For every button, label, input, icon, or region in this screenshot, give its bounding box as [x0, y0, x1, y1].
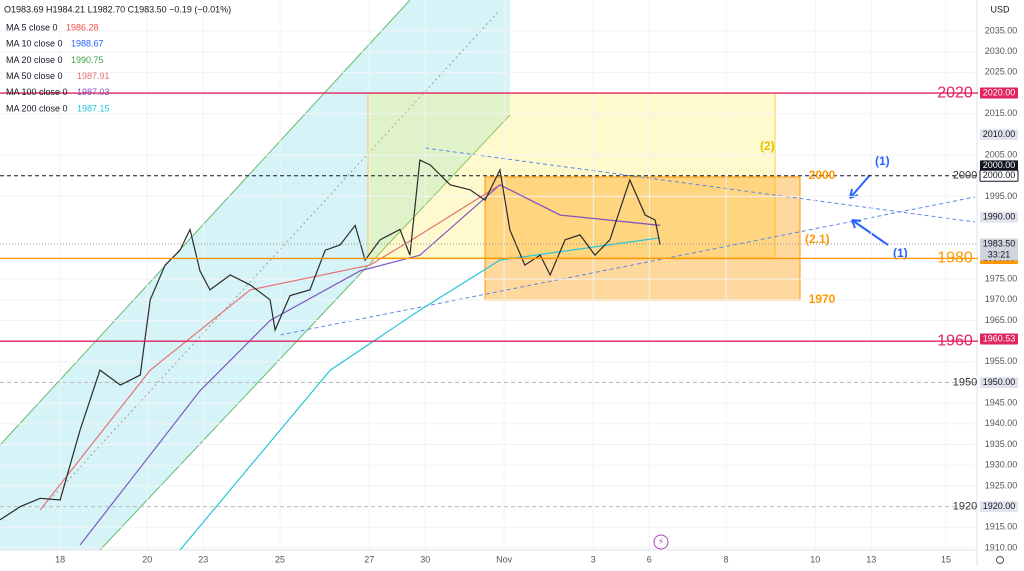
price-badge [980, 377, 1018, 389]
price-badge [980, 160, 1018, 172]
y-tick-label: 2030.00 [985, 46, 1018, 56]
channel-lower [99, 114, 511, 551]
y-tick-label: 1995.00 [985, 191, 1018, 201]
x-tick-label: 25 [275, 554, 285, 564]
currency[interactable]: USD [990, 4, 1010, 14]
box-label: 2000 [809, 168, 836, 182]
legend-value: 1987.91 [77, 71, 110, 81]
price-badge-label: 1960.53 [983, 333, 1016, 343]
x-tick-label: 8 [724, 554, 729, 564]
box-label: 1970 [809, 292, 836, 306]
countdown: 33:21 [988, 249, 1011, 259]
x-tick-label: 18 [55, 554, 65, 564]
wave-label: (1) [893, 246, 908, 260]
y-tick-label: 1970.00 [985, 294, 1018, 304]
channel-mid [49, 9, 501, 501]
y-tick-label: 1975.00 [985, 274, 1018, 284]
arrow [851, 219, 889, 246]
y-tick-label: 1955.00 [985, 356, 1018, 366]
settings-icon[interactable] [996, 556, 1004, 564]
y-tick-label: 1945.00 [985, 398, 1018, 408]
price-badge [980, 87, 1018, 99]
y-tick-label: 2035.00 [985, 25, 1018, 35]
legend-value: 1986.28 [66, 22, 99, 32]
legend-value: 1990.75 [71, 55, 104, 65]
price-badge [980, 501, 1018, 513]
x-tick-label: 10 [810, 554, 820, 564]
countdown-bg [980, 249, 1018, 261]
y-tick-label: 1910.00 [985, 542, 1018, 552]
event-icon[interactable]: ⚡ [658, 536, 664, 546]
ohlc-header: O1983.69 H1984.21 L1982.70 C1983.50 −0.1… [4, 4, 231, 14]
axis-note: 1920 [953, 500, 977, 512]
ma-line [179, 237, 661, 551]
box-orange [484, 176, 801, 301]
legend-name: MA 50 close 0 [6, 71, 63, 81]
legend-name: MA 200 close 0 [6, 103, 68, 113]
channel-upper [0, 0, 411, 446]
x-tick-label: 15 [941, 554, 951, 564]
price-badge-label: 2010.00 [983, 129, 1016, 139]
arrow [849, 174, 871, 199]
price-badge-label: 1920.00 [983, 501, 1016, 511]
y-tick-label: 1915.00 [985, 522, 1018, 532]
wave-label: (2) [760, 139, 775, 153]
legend-value: 1987.15 [77, 103, 110, 113]
axis-note: 1950 [953, 376, 977, 388]
level-label: 2020 [937, 84, 973, 101]
price-badge [980, 211, 1018, 223]
y-tick-label: 1935.00 [985, 439, 1018, 449]
trendline [424, 147, 976, 223]
y-tick-label: 1940.00 [985, 418, 1018, 428]
y-tick-label: 2005.00 [985, 149, 1018, 159]
plot-layer [0, 0, 978, 551]
level-label: 1980 [937, 250, 973, 267]
price-badge [979, 169, 1019, 182]
y-tick-label: 1930.00 [985, 460, 1018, 470]
x-tick-label: 20 [142, 554, 152, 564]
legend-name: MA 5 close 0 [6, 22, 58, 32]
ma-line [79, 184, 661, 546]
y-tick-label: 2015.00 [985, 108, 1018, 118]
price-badge-label: 1950.00 [983, 377, 1016, 387]
x-tick-label: 13 [866, 554, 876, 564]
level-label: 1960 [937, 332, 973, 349]
event-icon[interactable] [653, 534, 669, 550]
legend-name: MA 10 close 0 [6, 39, 63, 49]
legend-value: 1988.67 [71, 39, 104, 49]
price-badge-label: 2000.00 [983, 160, 1016, 170]
wave-label: (1) [875, 154, 890, 168]
wave-label: (2.1) [805, 232, 830, 246]
price-badge [980, 333, 1018, 345]
price-badge-label: 2000.00 [983, 170, 1016, 180]
legend-name: MA 20 close 0 [6, 55, 63, 65]
y-tick-label: 2025.00 [985, 67, 1018, 77]
x-tick-label: Nov [496, 554, 513, 564]
x-tick-label: 23 [198, 554, 208, 564]
axis-note: 2000 [953, 170, 977, 182]
price-badge [980, 238, 1018, 250]
x-tick-label: 3 [591, 554, 596, 564]
legend-value: 1987.03 [77, 87, 110, 97]
x-tick-label: 30 [420, 554, 430, 564]
legend-name: MA 100 close 0 [6, 87, 68, 97]
price-badge [980, 128, 1018, 140]
price-badge-label: 1983.50 [983, 238, 1016, 248]
x-tick-label: 27 [364, 554, 374, 564]
price-badge-label: 2020.00 [983, 87, 1016, 97]
x-tick-label: 6 [647, 554, 652, 564]
y-tick-label: 1925.00 [985, 480, 1018, 490]
price-badge-label: 1990.00 [983, 211, 1016, 221]
y-tick-label: 1965.00 [985, 315, 1018, 325]
price-line [0, 159, 661, 521]
